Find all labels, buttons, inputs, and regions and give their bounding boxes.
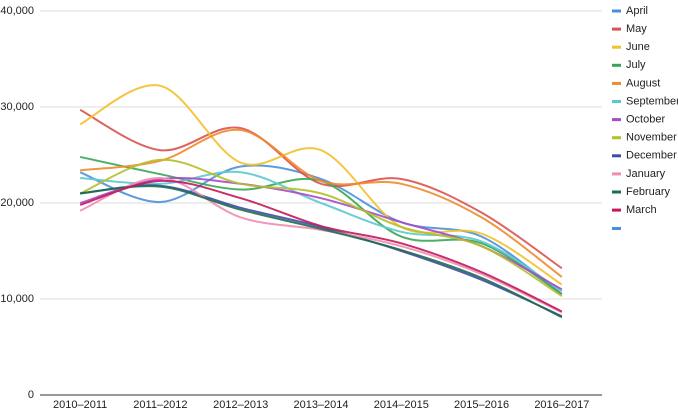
y-tick-label: 40,000 [0, 5, 34, 17]
legend-label: May [626, 23, 647, 35]
line [79, 164, 563, 296]
legend-marker [612, 9, 621, 13]
x-tick-label: 2011–2012 [133, 399, 187, 411]
legend-label: October [626, 114, 665, 126]
legend-label: February [626, 186, 671, 198]
line [79, 108, 563, 270]
legend-label: April [626, 5, 648, 17]
legend-marker [612, 208, 621, 212]
x-tick-label: 2013–2014 [293, 399, 348, 411]
line [79, 158, 563, 297]
line [79, 84, 563, 286]
x-tick-label: 2015–2016 [454, 399, 509, 411]
line [79, 179, 563, 313]
legend-marker [612, 190, 621, 194]
legend-marker [612, 100, 621, 103]
legend-label: June [626, 41, 650, 53]
y-tick-label: 10,000 [0, 293, 34, 305]
legend-label: September [626, 95, 678, 107]
legend-label: January [626, 168, 666, 180]
x-tick-label: 2016–2017 [534, 399, 589, 411]
legend-label: July [626, 59, 646, 71]
legend-label: November [626, 132, 677, 144]
x-tick-label: 2012–2013 [213, 399, 268, 411]
x-tick-label: 2010–2011 [53, 399, 107, 411]
legend-marker [612, 227, 621, 230]
legend-marker [612, 154, 621, 158]
legend-marker [612, 136, 621, 140]
x-tick-label: 2014–2015 [374, 399, 429, 411]
y-tick-label: 20,000 [0, 197, 34, 209]
legend-marker [612, 27, 621, 31]
line [79, 176, 563, 291]
legend-marker [612, 172, 621, 176]
y-tick-label: 0 [28, 389, 34, 401]
legend-marker [612, 63, 621, 67]
line [80, 170, 563, 293]
legend-label: March [626, 204, 657, 216]
legend-label: August [626, 77, 660, 89]
legend-marker [612, 118, 621, 122]
y-tick-label: 30,000 [0, 101, 34, 113]
line [80, 185, 563, 319]
legend-marker [612, 45, 621, 49]
legend-label: December [626, 150, 677, 162]
legend-marker [612, 81, 621, 85]
